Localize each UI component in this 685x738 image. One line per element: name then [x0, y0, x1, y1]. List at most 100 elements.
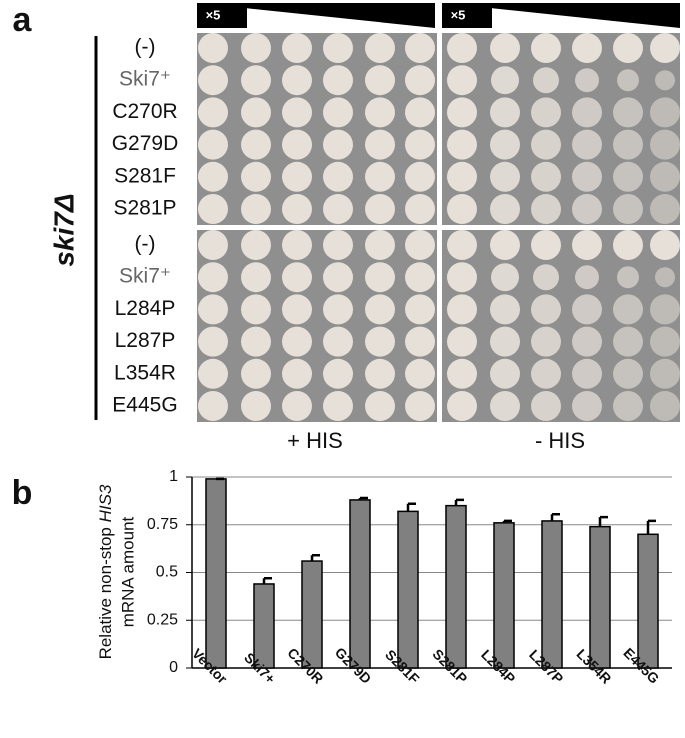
- colony-spot: [198, 65, 228, 96]
- colony-spot: [613, 97, 643, 128]
- y-tick-label: 0.5: [156, 564, 178, 581]
- colony-spot: [198, 391, 228, 421]
- colony-spot: [198, 326, 228, 357]
- y-tick-label: 0.75: [147, 516, 178, 533]
- colony-spot: [241, 161, 271, 192]
- colony-spot: [613, 294, 643, 325]
- colony-spot: [241, 358, 271, 389]
- colony-spot: [447, 97, 477, 128]
- colony-spot: [365, 391, 395, 421]
- bar: [493, 522, 515, 669]
- colony-spot: [490, 391, 520, 421]
- colony-spot: [198, 97, 228, 128]
- colony-spot: [198, 161, 228, 192]
- colony-spot: [613, 391, 643, 421]
- colony-spot: [241, 262, 271, 293]
- plates: [197, 33, 680, 422]
- error-bar: [502, 519, 512, 523]
- colony-spot: [650, 391, 680, 421]
- colony-spot: [650, 161, 680, 192]
- colony-spot: [241, 326, 271, 357]
- error-bar: [406, 502, 416, 512]
- row-label: Ski7⁺: [119, 68, 171, 91]
- colony-spot: [531, 161, 561, 192]
- row-label: (-): [135, 233, 156, 256]
- colony-spot: [323, 230, 353, 260]
- error-bar: [262, 576, 272, 584]
- row-label: L287P: [115, 329, 176, 352]
- row-labels: (-) Ski7⁺ C270R G279D S281F S281P (-) Ski7⁺ L284…: [112, 36, 179, 417]
- plate: [442, 230, 680, 422]
- colony-spot: [613, 326, 643, 357]
- colony-spot: [572, 97, 602, 128]
- colony-spot: [405, 129, 435, 160]
- strain-label: ski7Δ: [48, 193, 79, 266]
- colony-spot: [198, 129, 228, 160]
- colony-spot: [572, 326, 602, 357]
- colony-spot: [365, 33, 395, 63]
- colony-spot: [241, 391, 271, 421]
- colony-spot: [198, 194, 228, 224]
- colony-spot: [572, 161, 602, 192]
- colony-spot: [572, 33, 602, 63]
- colony-spot: [447, 326, 477, 357]
- dilution-wedge: [197, 3, 435, 28]
- colony-spot: [198, 294, 228, 325]
- colony-spot: [365, 65, 395, 96]
- colony-spot: [323, 65, 353, 96]
- dilution-wedge: [442, 3, 492, 28]
- colony-spot: [650, 97, 680, 128]
- colony-spot: [405, 294, 435, 325]
- colony-spot: [572, 194, 602, 224]
- y-axis-label: mRNA amount: [118, 516, 137, 627]
- colony-spot: [650, 33, 680, 63]
- bar: [589, 525, 611, 669]
- colony-spot: [198, 262, 228, 293]
- colony-spot: [490, 33, 520, 63]
- row-label: S281F: [114, 164, 176, 187]
- colony-spot: [490, 161, 520, 192]
- colony-spot: [405, 391, 435, 421]
- colony-spot: [365, 294, 395, 325]
- colony-spot: [650, 326, 680, 357]
- panel-label: b: [12, 474, 33, 512]
- colony-spot: [241, 230, 271, 260]
- bar: [349, 499, 371, 669]
- bar: [637, 533, 659, 669]
- colony-spot: [531, 194, 561, 224]
- colony-spot: [282, 326, 312, 357]
- row-label: E445G: [112, 394, 177, 417]
- plate: [197, 33, 437, 225]
- colony-spot: [323, 194, 353, 224]
- colony-spot: [282, 391, 312, 421]
- colony-spot: [650, 358, 680, 389]
- colony-spot: [447, 294, 477, 325]
- colony-spot: [650, 294, 680, 325]
- colony-spot: [365, 230, 395, 260]
- error-bar: [550, 512, 560, 521]
- row-label: C270R: [112, 100, 177, 123]
- plate: [442, 33, 680, 225]
- colony-spot: [365, 358, 395, 389]
- colony-spot: [405, 194, 435, 224]
- colony-spot: [282, 358, 312, 389]
- bar: [541, 520, 563, 669]
- colony-spot: [323, 161, 353, 192]
- colony-spot: [447, 65, 477, 96]
- colony-spot: [531, 97, 561, 128]
- colony-spot: [531, 326, 561, 357]
- colony-spot: [282, 33, 312, 63]
- colony-spot: [491, 66, 519, 95]
- y-tick-label: 1: [169, 468, 178, 485]
- colony-spot: [282, 294, 312, 325]
- bar: [445, 504, 467, 669]
- colony-spot: [323, 97, 353, 128]
- colony-spot: [533, 264, 559, 291]
- dilution-wedge: [197, 3, 247, 28]
- colony-spot: [405, 161, 435, 192]
- colony-spot: [241, 97, 271, 128]
- colony-spot: [198, 358, 228, 389]
- colony-spot: [323, 262, 353, 293]
- colony-spot: [241, 194, 271, 224]
